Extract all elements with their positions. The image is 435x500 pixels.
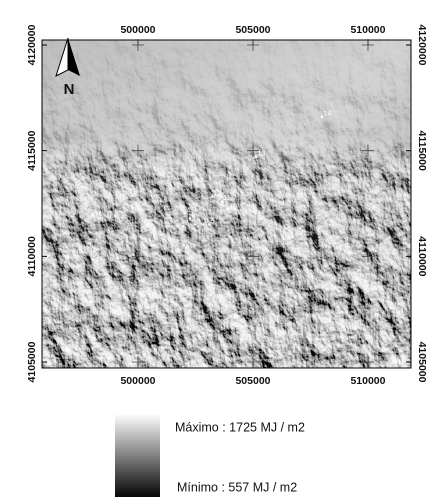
site-label: 12	[214, 190, 222, 197]
site-label: 14	[323, 111, 331, 118]
x-tick-label-bottom: 500000	[120, 375, 155, 387]
legend-ramp	[115, 415, 160, 497]
relief-shading	[42, 40, 411, 368]
site-label: 5	[211, 218, 215, 225]
map-figure: N 50000050000050500050500051000051000041…	[0, 0, 435, 500]
y-tick-label-right: 4120000	[416, 25, 428, 66]
site-label: 10	[229, 203, 237, 210]
page: N 50000050000050500050500051000051000041…	[0, 0, 435, 500]
y-tick-label-left: 4110000	[26, 236, 38, 276]
site-label: 7	[185, 220, 189, 227]
legend-max: Máximo : 1725 MJ / m2	[175, 420, 305, 434]
site-label: 4	[186, 207, 190, 214]
y-tick-label-left: 4105000	[26, 341, 38, 382]
y-tick-label-right: 4105000	[416, 342, 428, 383]
y-tick-label-left: 4120000	[26, 24, 38, 65]
site-label: 11	[223, 195, 230, 202]
legend-min: Mínimo : 557 MJ / m2	[177, 480, 297, 494]
y-tick-label-right: 4110000	[416, 236, 428, 276]
x-tick-label-top: 510000	[350, 24, 385, 36]
site-label: 6	[191, 212, 195, 219]
x-tick-label-bottom: 510000	[350, 375, 385, 387]
x-tick-label-top: 505000	[235, 24, 270, 36]
north-label: N	[64, 81, 75, 98]
x-tick-label-top: 500000	[120, 24, 155, 36]
y-tick-label-right: 4115000	[416, 131, 428, 171]
site-label: 8	[197, 218, 201, 225]
site-label: 9	[205, 218, 209, 225]
site-label: 13	[257, 150, 265, 157]
x-tick-label-bottom: 505000	[235, 375, 270, 387]
y-tick-label-left: 4115000	[26, 130, 38, 170]
